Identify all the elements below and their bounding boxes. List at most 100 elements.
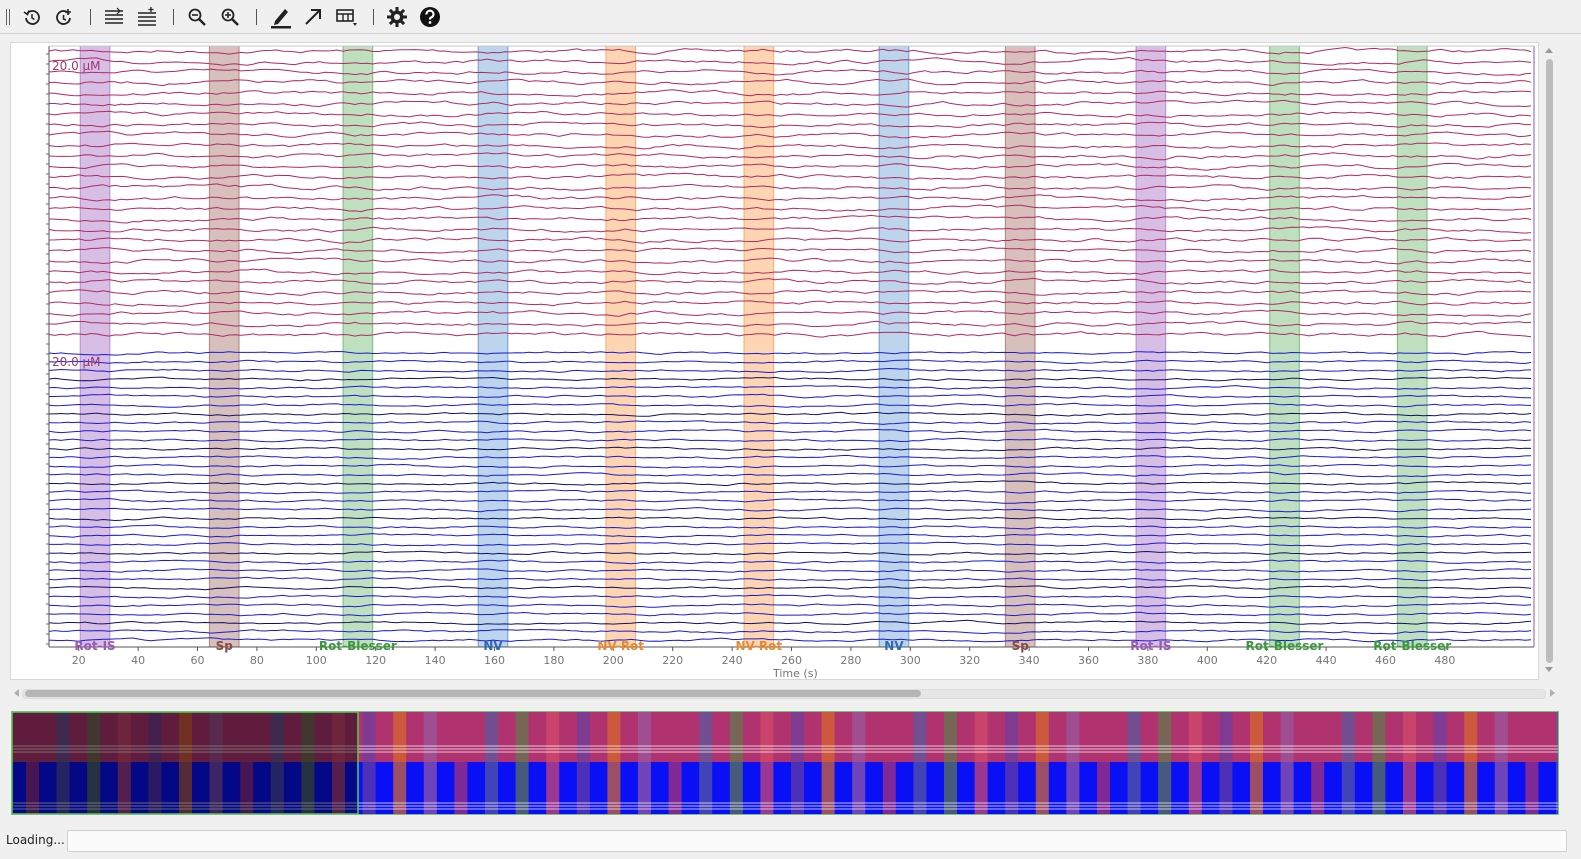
overview-event-stripe — [56, 712, 70, 814]
toolbar-separator — [256, 9, 257, 25]
x-tick-label: 480 — [1434, 654, 1455, 667]
overview-event-stripe — [821, 712, 835, 814]
event-band[interactable] — [1397, 46, 1428, 647]
signal-trace — [48, 121, 1531, 129]
overview-event-stripe — [699, 712, 713, 814]
signal-trace — [48, 277, 1532, 285]
overview-event-stripe — [913, 712, 927, 814]
event-band[interactable] — [605, 46, 636, 647]
signal-trace — [48, 162, 1532, 171]
zoom-out-button[interactable] — [184, 4, 210, 30]
x-tick-label: 60 — [191, 654, 205, 667]
signal-trace — [48, 257, 1532, 265]
event-band[interactable] — [478, 46, 508, 647]
signal-trace — [48, 309, 1532, 317]
x-tick-label: 40 — [131, 654, 145, 667]
settings-button[interactable] — [384, 4, 410, 30]
overview-event-stripe — [1127, 712, 1141, 814]
signal-trace — [48, 637, 1532, 643]
toolbar-grip[interactable] — [6, 9, 11, 25]
toolbar-separator — [90, 9, 91, 25]
event-band[interactable] — [1269, 46, 1300, 647]
vertical-scroll-thumb[interactable] — [1546, 59, 1553, 663]
overview-event-stripe — [974, 712, 988, 814]
signal-trace — [48, 568, 1532, 573]
signal-trace — [48, 602, 1532, 608]
event-label: Rot-Blesser — [1246, 639, 1324, 653]
signal-trace — [49, 99, 1532, 108]
overview-event-stripe — [515, 712, 529, 814]
event-band[interactable] — [879, 46, 909, 647]
event-band[interactable] — [343, 46, 373, 647]
overview-viewport[interactable] — [11, 711, 359, 815]
refresh-button[interactable] — [51, 4, 77, 30]
x-tick-label: 340 — [1019, 654, 1040, 667]
progress-bar — [67, 830, 1567, 852]
horizontal-scrollbar[interactable] — [12, 687, 1557, 701]
overview-event-stripe — [576, 712, 590, 814]
event-label: Sp — [1012, 639, 1030, 653]
signal-trace — [48, 110, 1532, 118]
traces-plot[interactable]: 20 40 60 80 100 120 140 160 180 200 220 240 260 280 30… — [11, 43, 1538, 679]
overview-event-stripe — [1280, 712, 1294, 814]
signal-trace — [48, 46, 1532, 55]
signal-trace — [48, 68, 1532, 76]
x-tick-label: 140 — [425, 654, 446, 667]
overview-strip[interactable] — [11, 711, 1569, 815]
signal-trace — [48, 420, 1532, 425]
signal-trace — [48, 350, 1532, 356]
signal-trace — [48, 78, 1532, 87]
scroll-up-icon[interactable] — [1545, 48, 1553, 53]
expand-channels-button[interactable] — [134, 4, 160, 30]
overview-event-stripe — [791, 712, 804, 814]
signal-trace — [49, 480, 1532, 487]
collapse-channels-button[interactable] — [101, 4, 127, 30]
overview-event-stripe — [1494, 712, 1508, 814]
overview-event-stripe — [148, 712, 162, 814]
event-band[interactable] — [1005, 46, 1036, 647]
vertical-scrollbar[interactable] — [1541, 42, 1557, 678]
arrow-tool-button[interactable] — [300, 4, 326, 30]
pencil-icon — [271, 9, 291, 29]
event-label: Rot-Blesser — [319, 639, 397, 653]
overview-event-stripe — [1188, 712, 1202, 814]
event-label: Sp — [216, 639, 234, 653]
x-tick-label: 320 — [959, 654, 980, 667]
event-label: NV-Rot — [597, 639, 644, 653]
rewind-button[interactable] — [19, 4, 45, 30]
toolbar-separator — [373, 9, 374, 25]
x-axis-label: Time (s) — [773, 669, 818, 679]
x-tick-label: 220 — [662, 654, 683, 667]
help-button[interactable] — [417, 4, 443, 30]
scroll-left-icon[interactable] — [14, 689, 19, 697]
signal-trace — [48, 330, 1532, 338]
annotate-button[interactable] — [268, 4, 294, 30]
overview-event-stripe — [852, 712, 866, 814]
lines-decrease-icon — [105, 7, 123, 24]
plot-area[interactable]: 20 40 60 80 100 120 140 160 180 200 220 240 260 280 30… — [10, 42, 1539, 680]
horizontal-scroll-thumb[interactable] — [25, 690, 921, 697]
event-label: NV — [483, 639, 503, 653]
overview-event-stripe — [1372, 712, 1386, 814]
scroll-down-icon[interactable] — [1545, 667, 1553, 672]
signal-trace — [48, 194, 1532, 203]
signal-trace — [48, 437, 1532, 443]
scroll-right-icon[interactable] — [1550, 689, 1555, 697]
layout-dropdown-button[interactable] — [334, 4, 360, 30]
zoom-in-button[interactable] — [217, 4, 243, 30]
status-bar: Loading... — [0, 827, 1581, 859]
signal-trace — [48, 359, 1532, 365]
overview-event-stripe — [393, 712, 407, 814]
lines-increase-icon — [138, 7, 156, 26]
bottom-scale-label: 20.0 µM — [52, 355, 101, 369]
signal-trace — [48, 89, 1532, 97]
overview-minimap[interactable] — [11, 711, 1569, 815]
overview-event-stripe — [1311, 712, 1325, 814]
signal-trace — [49, 541, 1532, 547]
toolbar — [0, 0, 1581, 34]
event-band[interactable] — [80, 46, 110, 647]
overview-event-stripe — [423, 712, 437, 814]
signal-trace — [48, 142, 1532, 150]
event-label: Rot-IS — [1130, 639, 1171, 653]
event-band[interactable] — [209, 46, 240, 647]
